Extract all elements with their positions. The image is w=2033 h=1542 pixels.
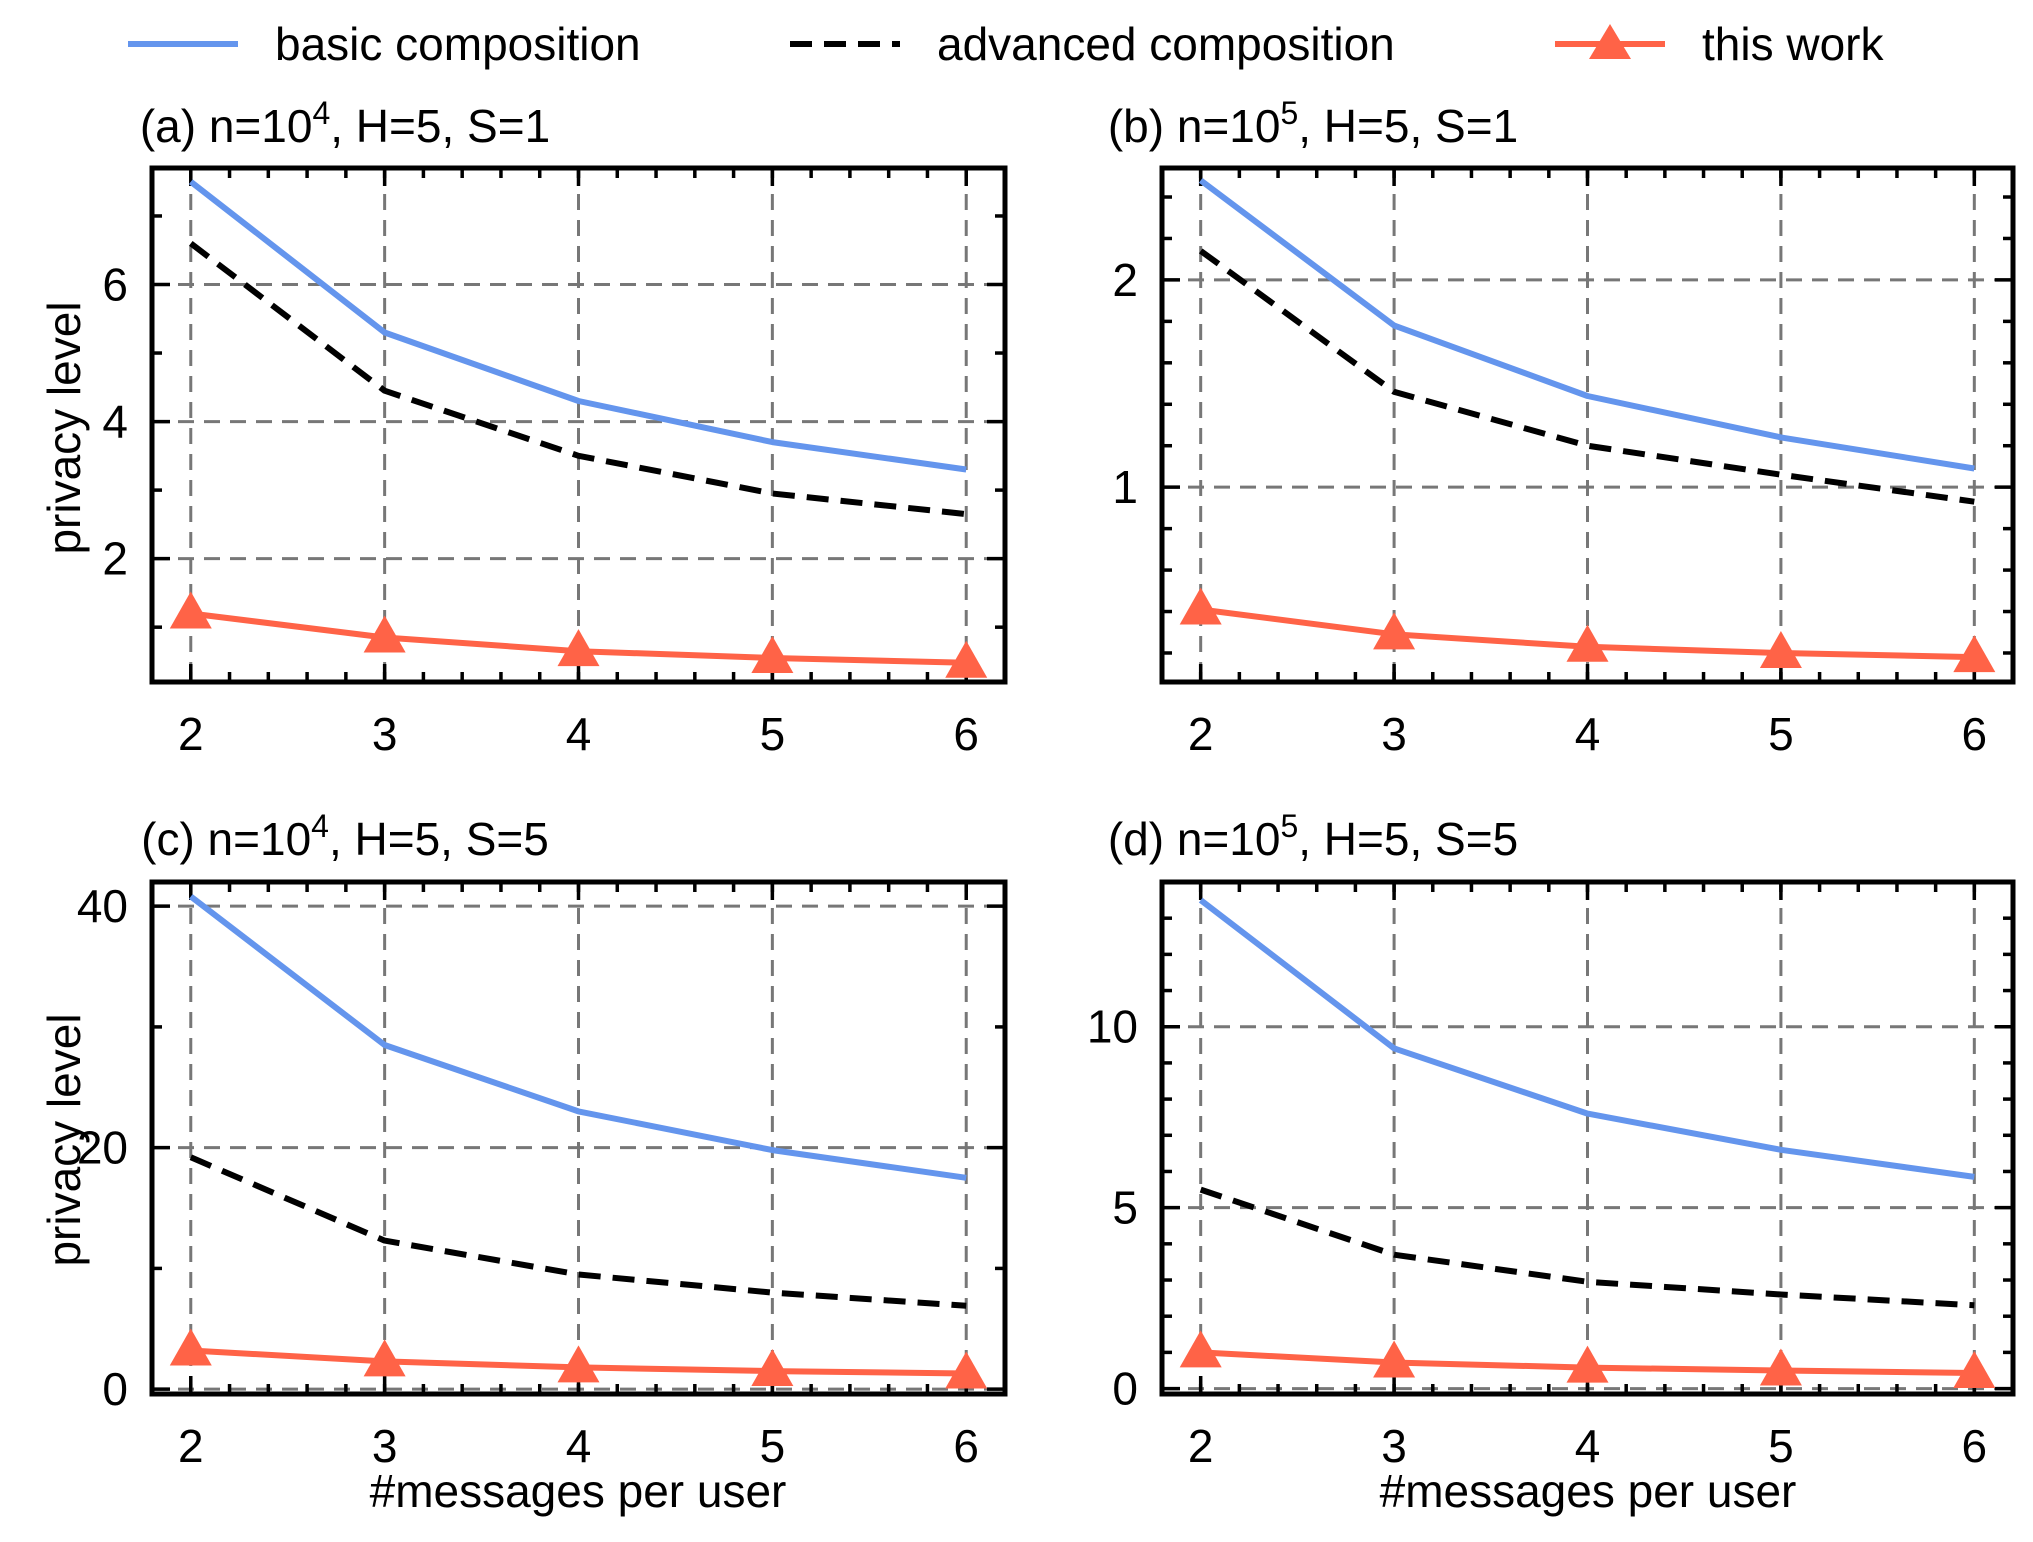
series-marker-this-work [1373,612,1416,650]
series-marker-this-work [557,629,600,667]
panel-c-xlabel: #messages per user [370,1465,787,1517]
x-tick-label: 4 [1575,708,1601,760]
x-tick-label: 6 [953,1420,979,1472]
x-tick-label: 4 [566,708,592,760]
legend: basic composition advanced composition t… [128,18,1884,70]
x-tick-label: 3 [372,1420,398,1472]
x-tick-label: 5 [1768,1420,1794,1472]
series-marker-this-work [1566,1345,1609,1383]
y-tick-label: 2 [1112,254,1138,306]
legend-basic-label: basic composition [275,18,641,70]
x-tick-label: 6 [1962,1420,1988,1472]
legend-thiswork-marker [1589,24,1631,59]
panel-d-xlabel: #messages per user [1380,1465,1797,1517]
series-marker-this-work [1759,1348,1802,1386]
series-line-basic-composition [1198,897,1975,1180]
series-marker-this-work [557,1345,600,1383]
series-marker-this-work [169,1328,212,1366]
panel-a-title: (a) n=104, H=5, S=1 [140,95,550,152]
series-marker-this-work [1179,587,1222,625]
x-tick-label: 2 [178,708,204,760]
series-line-basic-composition [188,179,967,473]
series-marker-this-work [363,1339,406,1377]
legend-thiswork-label: this work [1702,18,1884,70]
y-tick-label: 6 [102,259,128,311]
plot-frame [1159,879,2016,1397]
series-line-advanced-composition [188,241,967,518]
series-marker-this-work [1373,1340,1416,1378]
series-marker-this-work [1566,624,1609,662]
x-tick-label: 4 [1575,1420,1601,1472]
series-marker-this-work [751,636,794,674]
series-marker-this-work [945,640,988,678]
x-tick-label: 6 [1962,708,1988,760]
y-tick-label: 10 [1087,1001,1138,1053]
panel-c-plot: 2 3 4 5 6 0 20 40 [77,879,1008,1472]
x-tick-label: 3 [372,708,398,760]
plot-frame [149,879,1008,1397]
series-marker-this-work [1953,635,1996,673]
panel-b-plot: 2 3 4 5 6 1 2 [1112,165,2016,760]
panel-b-title: (b) n=105, H=5, S=1 [1108,95,1518,152]
plot-frame [149,165,1008,685]
x-tick-label: 6 [953,708,979,760]
x-tick-label: 3 [1381,1420,1407,1472]
y-tick-label: 1 [1112,461,1138,513]
x-tick-label: 4 [566,1420,592,1472]
legend-advanced-label: advanced composition [937,18,1395,70]
series-line-advanced-composition [189,1154,967,1309]
panel-a-ylabel: privacy level [38,301,90,554]
series-line-advanced-composition [1199,1186,1975,1309]
series-line-basic-composition [188,894,967,1181]
x-tick-label: 2 [1188,1420,1214,1472]
panel-c-ylabel: privacy level [38,1013,90,1266]
x-tick-label: 5 [760,708,786,760]
series-line-advanced-composition [1198,248,1975,505]
y-tick-label: 5 [1112,1182,1138,1234]
y-tick-label: 0 [1112,1363,1138,1415]
y-tick-label: 4 [102,396,128,448]
series-marker-this-work [751,1349,794,1387]
panel-a-plot: 2 3 4 5 6 2 4 6 [102,165,1008,760]
y-tick-label: 2 [102,533,128,585]
x-tick-label: 5 [1768,708,1794,760]
panel-c-title: (c) n=104, H=5, S=5 [141,808,549,865]
series-marker-this-work [169,591,212,629]
panel-d-title: (d) n=105, H=5, S=5 [1108,808,1518,865]
series-marker-this-work [1179,1330,1222,1368]
x-tick-label: 5 [760,1420,786,1472]
x-tick-label: 2 [1188,708,1214,760]
series-marker-this-work [363,615,406,653]
x-tick-label: 2 [178,1420,204,1472]
series-marker-this-work [1759,630,1802,668]
y-tick-label: 20 [77,1122,128,1174]
x-tick-label: 3 [1381,708,1407,760]
panel-d-plot: 2 3 4 5 6 0 5 10 [1087,879,2016,1472]
plot-frame [1159,165,2016,685]
series-marker-this-work [1953,1351,1996,1389]
y-tick-label: 40 [77,880,128,932]
series-line-basic-composition [1198,178,1975,472]
y-tick-label: 0 [102,1363,128,1415]
series-marker-this-work [945,1351,988,1389]
